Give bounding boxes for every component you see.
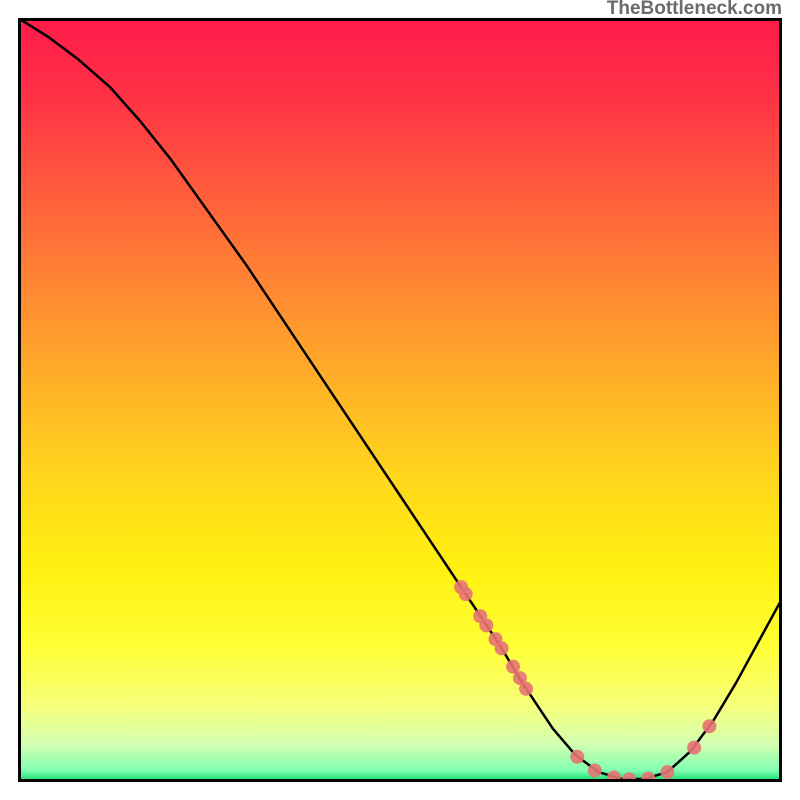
data-marker	[660, 765, 674, 779]
markers-group	[454, 580, 716, 782]
data-marker	[641, 772, 655, 782]
data-marker	[588, 764, 602, 778]
data-marker	[702, 719, 716, 733]
attribution-text: TheBottleneck.com	[607, 0, 782, 20]
data-marker	[687, 741, 701, 755]
figure-container: TheBottleneck.com	[0, 0, 800, 800]
bottleneck-curve	[18, 18, 782, 779]
data-marker	[459, 587, 473, 601]
data-marker	[495, 641, 509, 655]
data-marker	[622, 772, 636, 782]
data-marker	[570, 750, 584, 764]
curve-layer	[18, 18, 782, 782]
plot-area	[18, 18, 782, 782]
data-marker	[607, 770, 621, 782]
data-marker	[479, 618, 493, 632]
data-marker	[519, 682, 533, 696]
